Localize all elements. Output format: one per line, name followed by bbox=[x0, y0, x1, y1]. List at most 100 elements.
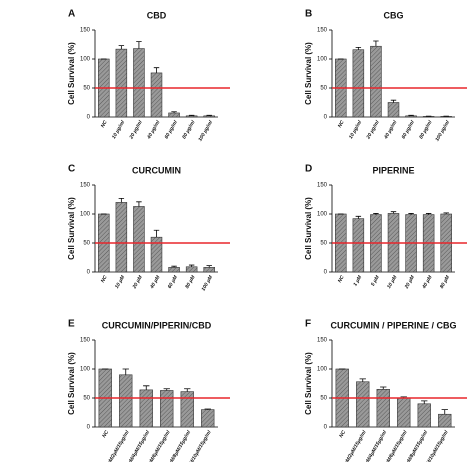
y-tick-label: 50 bbox=[83, 396, 90, 402]
error-bar bbox=[204, 408, 211, 410]
x-tick-label: 40 µg/ml bbox=[383, 119, 399, 141]
y-tick-label: 50 bbox=[320, 86, 327, 92]
x-tick-label: 10 µM bbox=[114, 274, 127, 290]
x-tick-label: NC bbox=[337, 119, 346, 129]
bar bbox=[201, 409, 215, 428]
x-tick-label: 5 µM bbox=[370, 274, 381, 287]
error-bar bbox=[425, 213, 432, 215]
x-tick-label: NC bbox=[101, 429, 110, 439]
y-tick-label: 0 bbox=[324, 115, 328, 121]
bar bbox=[356, 381, 370, 428]
y-tick-label: 100 bbox=[317, 212, 328, 218]
error-bar bbox=[373, 213, 379, 215]
bar bbox=[119, 374, 133, 428]
error-bar bbox=[188, 114, 195, 116]
x-tick-label: 10 µM bbox=[386, 274, 399, 290]
error-bar bbox=[136, 41, 142, 49]
error-bar bbox=[408, 114, 414, 116]
bar bbox=[168, 267, 180, 273]
chart-title: CBD bbox=[147, 10, 167, 20]
bar bbox=[203, 115, 215, 118]
error-bar bbox=[136, 201, 142, 207]
y-axis-label: Cell Survival (%) bbox=[67, 197, 76, 260]
error-bar bbox=[206, 265, 212, 268]
x-tick-label: 80 µM bbox=[184, 274, 197, 290]
error-bar bbox=[355, 215, 362, 219]
error-bar bbox=[390, 99, 397, 103]
error-bar bbox=[171, 111, 177, 113]
y-tick-label: 150 bbox=[317, 338, 328, 344]
y-tick-label: 50 bbox=[320, 396, 327, 402]
y-tick-label: 100 bbox=[317, 367, 328, 373]
panel-letter: E bbox=[68, 319, 75, 330]
bar bbox=[115, 202, 128, 273]
bar bbox=[397, 397, 411, 428]
panel: D PIPERINE Cell Survival (%) 0 50 100 150 NC 1 µ… bbox=[304, 164, 467, 291]
bar bbox=[133, 48, 145, 118]
bar bbox=[387, 102, 400, 118]
bar bbox=[185, 115, 198, 118]
y-tick-label: 100 bbox=[80, 57, 91, 63]
y-tick-label: 100 bbox=[80, 367, 91, 373]
error-bar bbox=[390, 211, 397, 214]
x-tick-label: 20 µM bbox=[403, 274, 416, 291]
x-tick-label: NC bbox=[100, 274, 109, 284]
x-tick-label: 20 µg/ml bbox=[128, 119, 144, 141]
x-tick-label: NC bbox=[338, 429, 347, 439]
y-tick-label: 50 bbox=[83, 241, 90, 247]
y-axis-label: Cell Survival (%) bbox=[67, 352, 76, 415]
bar bbox=[139, 389, 153, 428]
x-tick-label: 20 µM bbox=[131, 274, 144, 291]
bar bbox=[370, 45, 382, 118]
y-tick-label: 150 bbox=[317, 28, 328, 34]
error-bar bbox=[206, 114, 212, 116]
error-bar bbox=[118, 45, 125, 50]
panel: E CURCUMIN/PIPERIN/CBD Cell Survival (%) 0 5… bbox=[67, 319, 230, 462]
error-bar bbox=[184, 388, 191, 392]
y-tick-label: 150 bbox=[80, 338, 91, 344]
bar bbox=[185, 266, 198, 273]
y-tick-label: 100 bbox=[80, 212, 91, 218]
bar bbox=[376, 389, 390, 428]
panel-letter: C bbox=[68, 164, 75, 175]
error-bar bbox=[188, 264, 195, 267]
bar bbox=[168, 112, 180, 118]
x-tick-label: 40 µg/ml bbox=[146, 119, 162, 141]
panel: C CURCUMIN Cell Survival (%) 0 50 100 150 NC 10 … bbox=[67, 164, 230, 292]
y-tick-label: 150 bbox=[80, 183, 91, 189]
chart-title: CURCUMIN bbox=[132, 165, 181, 175]
bar bbox=[352, 218, 365, 273]
y-tick-label: 0 bbox=[87, 270, 91, 276]
error-bar bbox=[421, 400, 428, 404]
error-bar bbox=[153, 67, 160, 73]
error-bar bbox=[373, 40, 379, 47]
error-bar bbox=[122, 368, 129, 375]
x-tick-label: NC bbox=[337, 274, 346, 284]
error-bar bbox=[408, 213, 414, 215]
x-tick-label: 40 µM bbox=[149, 274, 162, 291]
y-tick-label: 0 bbox=[324, 270, 328, 276]
x-tick-label: 60 µg/ml bbox=[401, 119, 417, 140]
y-axis-label: Cell Survival (%) bbox=[304, 42, 313, 105]
x-tick-label: 60 µM bbox=[167, 274, 180, 290]
x-tick-label: 100 µg/ml bbox=[434, 119, 451, 142]
y-tick-label: 50 bbox=[83, 86, 90, 92]
bar bbox=[133, 206, 145, 273]
panel-letter: D bbox=[305, 164, 312, 175]
y-axis-label: Cell Survival (%) bbox=[304, 197, 313, 260]
error-bar bbox=[163, 388, 170, 391]
bar bbox=[150, 72, 163, 118]
bar bbox=[115, 48, 128, 118]
error-bar bbox=[171, 265, 177, 268]
x-tick-label: 20 µg/ml bbox=[365, 119, 381, 141]
x-tick-label: 10 µg/ml bbox=[111, 119, 127, 140]
x-tick-label: 10 µg/ml bbox=[348, 119, 364, 140]
y-tick-label: 100 bbox=[317, 57, 328, 63]
y-tick-label: 0 bbox=[87, 115, 91, 121]
error-bar bbox=[355, 47, 362, 50]
x-tick-label: 80 µg/ml bbox=[181, 119, 197, 140]
error-bar bbox=[143, 385, 150, 390]
bar bbox=[417, 403, 431, 428]
chart-title: CURCUMIN/PIPERIN/CBD bbox=[102, 320, 212, 330]
